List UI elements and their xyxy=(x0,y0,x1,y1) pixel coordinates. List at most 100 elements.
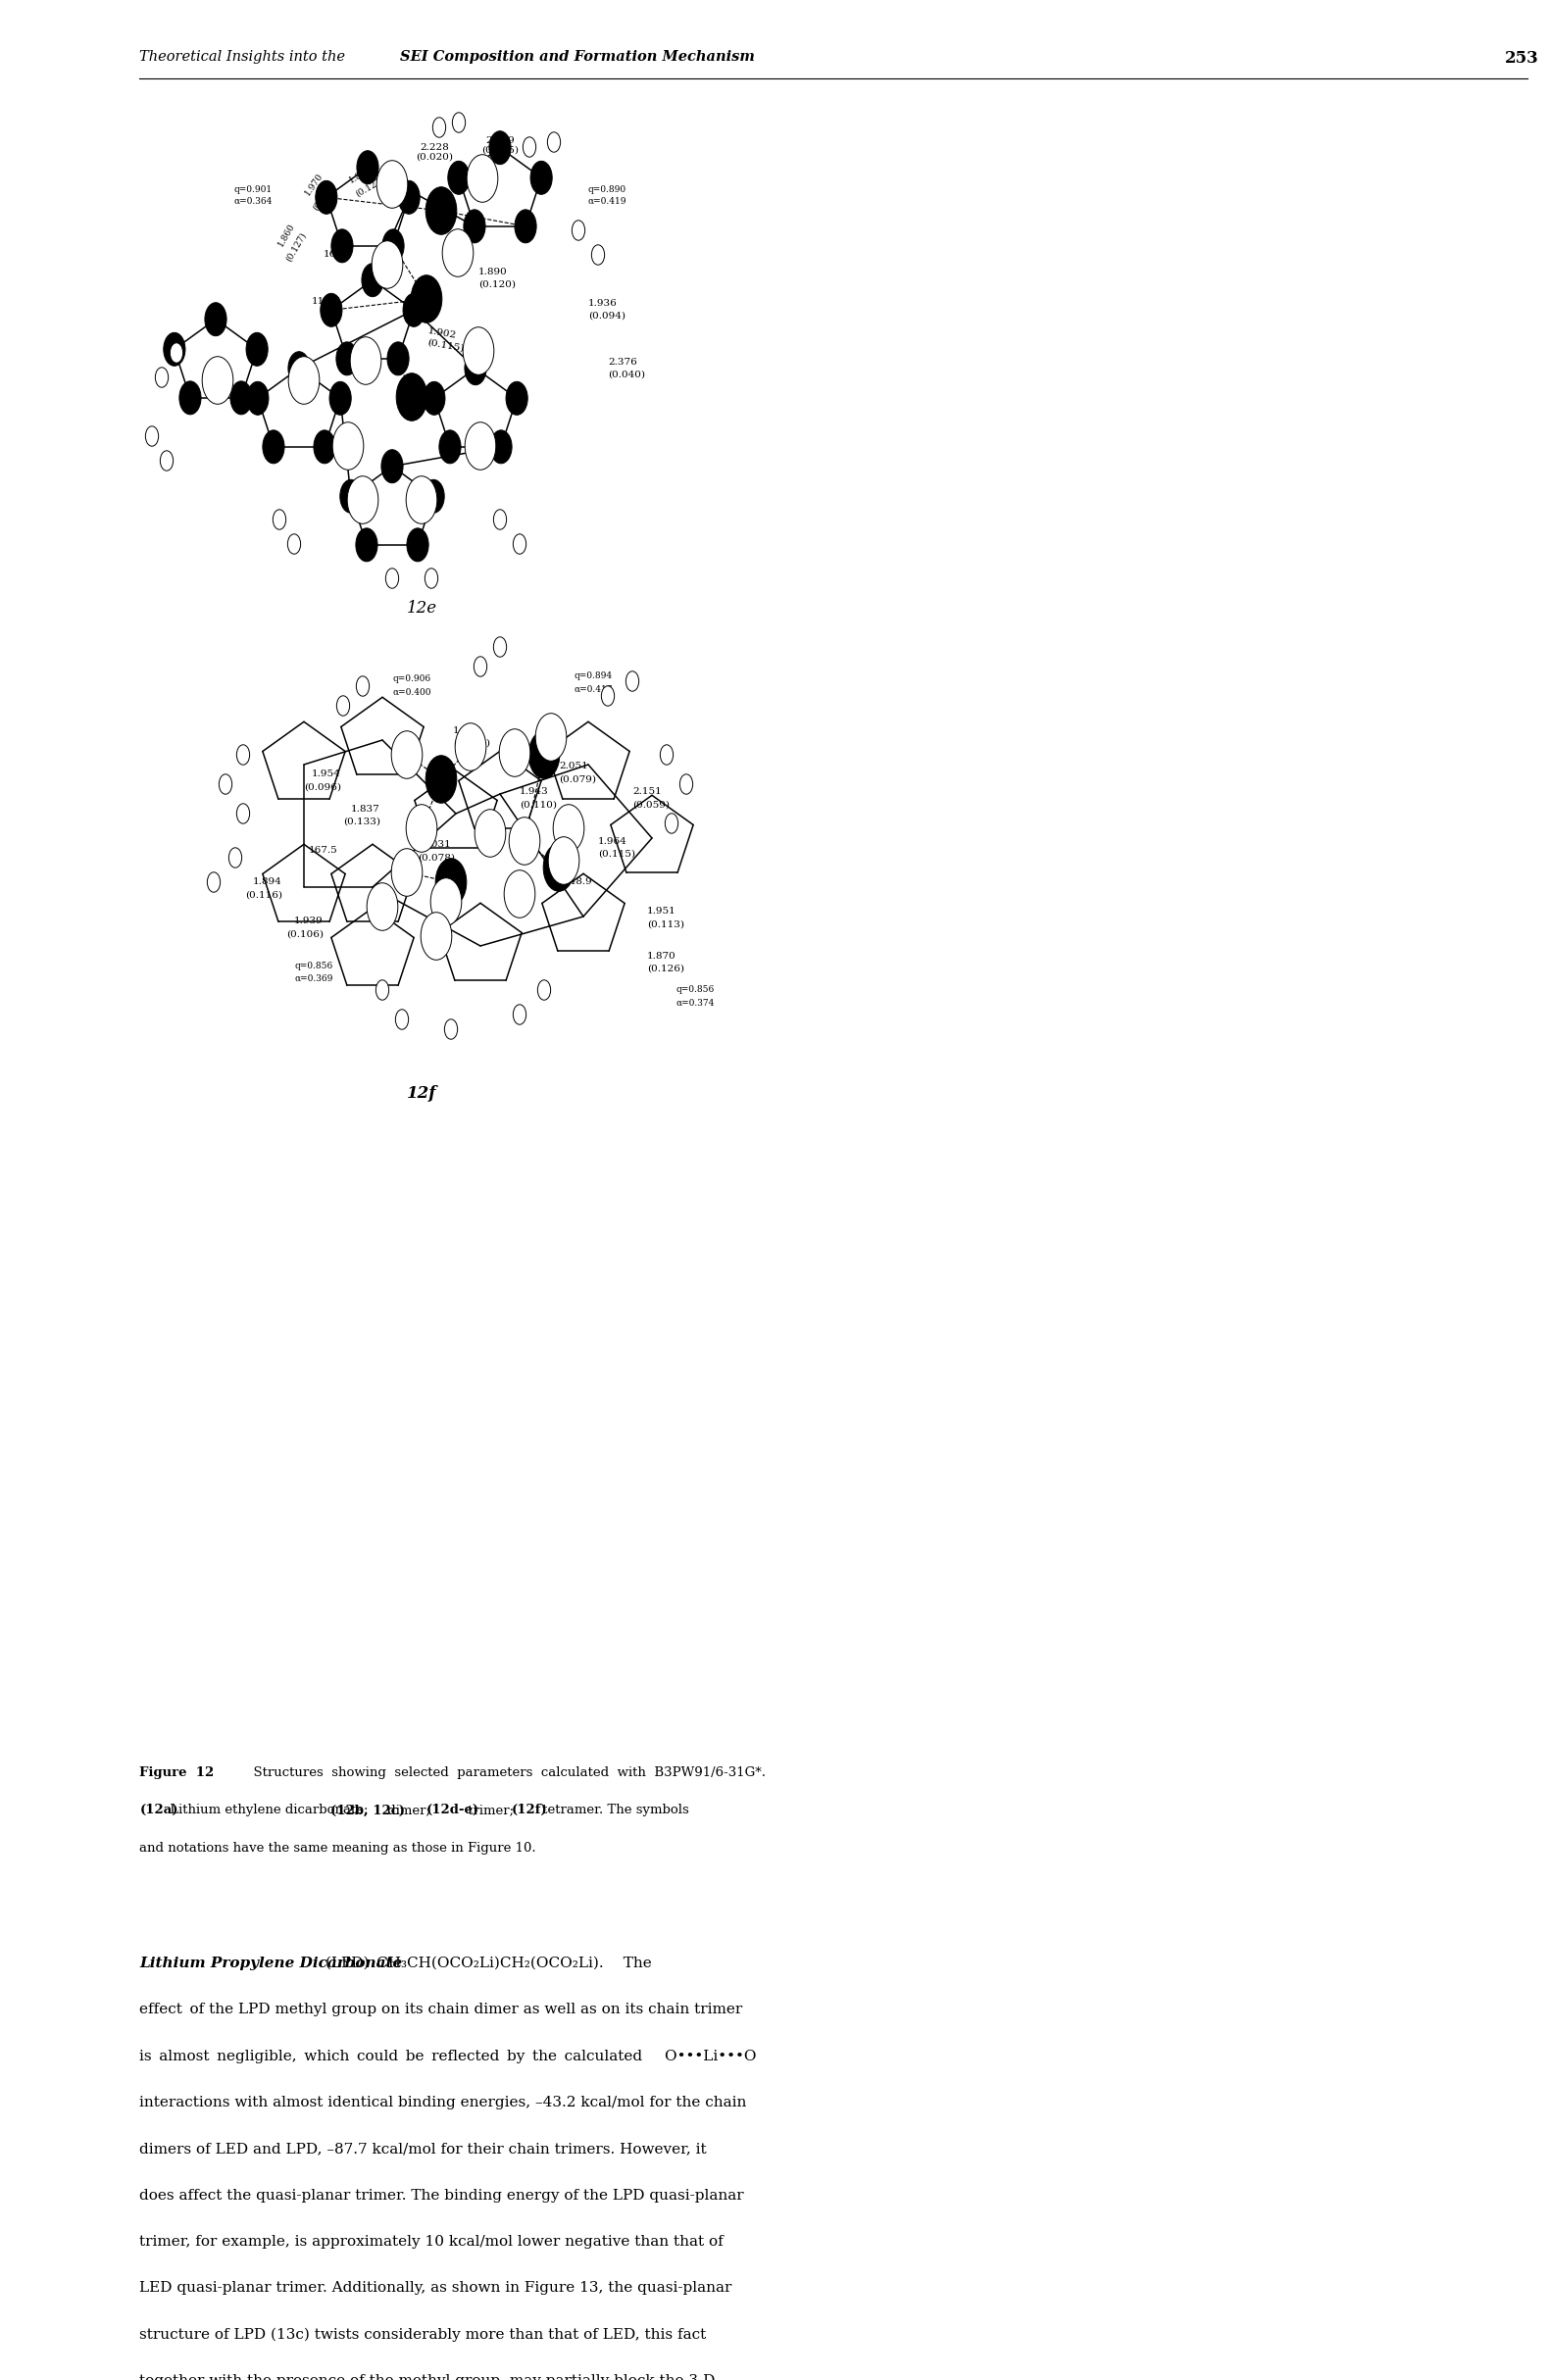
Text: (0.116): (0.116) xyxy=(245,890,282,900)
Text: (0.106): (0.106) xyxy=(287,931,324,938)
Circle shape xyxy=(163,333,185,367)
Circle shape xyxy=(237,745,250,764)
Text: (LPD) CH₃CH(OCO₂Li)CH₂(OCO₂Li).  The: (LPD) CH₃CH(OCO₂Li)CH₂(OCO₂Li). The xyxy=(321,1956,651,1971)
Text: (0.078): (0.078) xyxy=(417,854,454,862)
Circle shape xyxy=(467,155,498,202)
Text: 1.837: 1.837 xyxy=(351,804,380,814)
Circle shape xyxy=(357,676,369,697)
Circle shape xyxy=(386,569,399,588)
Circle shape xyxy=(445,1019,458,1040)
Circle shape xyxy=(247,333,268,367)
Circle shape xyxy=(180,381,202,414)
Text: Lithium ethylene dicarbonate;: Lithium ethylene dicarbonate; xyxy=(166,1804,372,1816)
Circle shape xyxy=(509,816,540,864)
Circle shape xyxy=(273,509,285,528)
Text: 1.936: 1.936 xyxy=(588,300,617,309)
Circle shape xyxy=(372,240,403,288)
Circle shape xyxy=(504,871,535,919)
Circle shape xyxy=(396,374,427,421)
Text: Figure  12: Figure 12 xyxy=(140,1766,214,1778)
Text: effect of the LPD methyl group on its chain dimer as well as on its chain trimer: effect of the LPD methyl group on its ch… xyxy=(140,2004,743,2016)
Circle shape xyxy=(382,450,403,483)
Circle shape xyxy=(475,809,506,857)
Text: 1.943: 1.943 xyxy=(520,788,549,797)
Circle shape xyxy=(288,357,320,405)
Circle shape xyxy=(422,481,444,514)
Circle shape xyxy=(388,343,409,376)
Text: (12a): (12a) xyxy=(140,1804,178,1816)
Circle shape xyxy=(368,883,399,931)
Circle shape xyxy=(357,150,378,183)
Circle shape xyxy=(431,878,462,926)
Circle shape xyxy=(465,352,487,386)
Text: 2.051: 2.051 xyxy=(558,762,588,771)
Circle shape xyxy=(391,850,422,897)
Text: α=0.400: α=0.400 xyxy=(392,688,431,697)
Text: LED quasi-planar trimer. Additionally, as shown in Figure 13, the quasi-planar: LED quasi-planar trimer. Additionally, a… xyxy=(140,2280,732,2294)
Circle shape xyxy=(462,326,493,374)
Circle shape xyxy=(247,381,268,414)
Text: (12b, 12c): (12b, 12c) xyxy=(330,1804,405,1816)
Circle shape xyxy=(425,569,437,588)
Text: 1.954: 1.954 xyxy=(312,771,341,778)
Text: 12f: 12f xyxy=(406,1085,436,1102)
Circle shape xyxy=(332,421,363,469)
Text: q=0.894: q=0.894 xyxy=(574,671,613,681)
Circle shape xyxy=(465,421,496,469)
Text: 1.860: 1.860 xyxy=(276,221,296,248)
Text: 113.6: 113.6 xyxy=(312,298,341,307)
Text: 2.019: 2.019 xyxy=(485,136,515,145)
Text: (0.120): (0.120) xyxy=(478,281,515,288)
Text: 1.902: 1.902 xyxy=(427,326,456,340)
Circle shape xyxy=(347,476,378,524)
Text: (0.133): (0.133) xyxy=(343,816,380,826)
Text: (12f): (12f) xyxy=(512,1804,548,1816)
Text: 2.151: 2.151 xyxy=(633,788,662,797)
Circle shape xyxy=(475,657,487,676)
Text: 253: 253 xyxy=(1504,50,1539,67)
Circle shape xyxy=(287,533,301,555)
Circle shape xyxy=(572,221,585,240)
Circle shape xyxy=(442,228,473,276)
Circle shape xyxy=(448,162,470,195)
Text: 2.376: 2.376 xyxy=(608,359,637,367)
Text: q=0.906: q=0.906 xyxy=(392,676,431,683)
Circle shape xyxy=(406,804,437,852)
Text: q=0.856: q=0.856 xyxy=(295,962,333,971)
Text: (0.127): (0.127) xyxy=(355,174,386,198)
Text: 1.964: 1.964 xyxy=(599,838,627,845)
Circle shape xyxy=(490,431,512,464)
Text: (0.115): (0.115) xyxy=(427,338,465,352)
Circle shape xyxy=(382,228,403,262)
Circle shape xyxy=(351,338,382,386)
Circle shape xyxy=(202,357,233,405)
Circle shape xyxy=(391,731,422,778)
Circle shape xyxy=(506,381,527,414)
Circle shape xyxy=(423,381,445,414)
Text: α=0.417: α=0.417 xyxy=(574,685,613,693)
Circle shape xyxy=(513,533,526,555)
Circle shape xyxy=(406,528,428,562)
Circle shape xyxy=(337,343,358,376)
Circle shape xyxy=(403,293,425,326)
Text: q=0.856: q=0.856 xyxy=(676,985,715,995)
Circle shape xyxy=(493,638,507,657)
Text: (0.127): (0.127) xyxy=(284,231,309,264)
Circle shape xyxy=(329,381,351,414)
Circle shape xyxy=(464,209,485,243)
Circle shape xyxy=(439,431,461,464)
Text: 1.869: 1.869 xyxy=(347,164,374,186)
Text: (0.075): (0.075) xyxy=(481,145,518,155)
Text: (0.094): (0.094) xyxy=(588,312,625,319)
Circle shape xyxy=(411,276,442,324)
Text: 1.870: 1.870 xyxy=(647,952,676,959)
Circle shape xyxy=(396,1009,408,1031)
Circle shape xyxy=(453,112,465,133)
Text: Structures  showing  selected  parameters  calculated  with  B3PW91/6-31G*.: Structures showing selected parameters c… xyxy=(245,1766,766,1778)
Text: α=0.369: α=0.369 xyxy=(295,973,333,983)
Circle shape xyxy=(231,381,253,414)
Text: dimer;: dimer; xyxy=(383,1804,434,1816)
Text: (0.059): (0.059) xyxy=(633,800,670,809)
Text: α=0.364: α=0.364 xyxy=(233,198,271,205)
Text: 1.890: 1.890 xyxy=(478,269,507,276)
